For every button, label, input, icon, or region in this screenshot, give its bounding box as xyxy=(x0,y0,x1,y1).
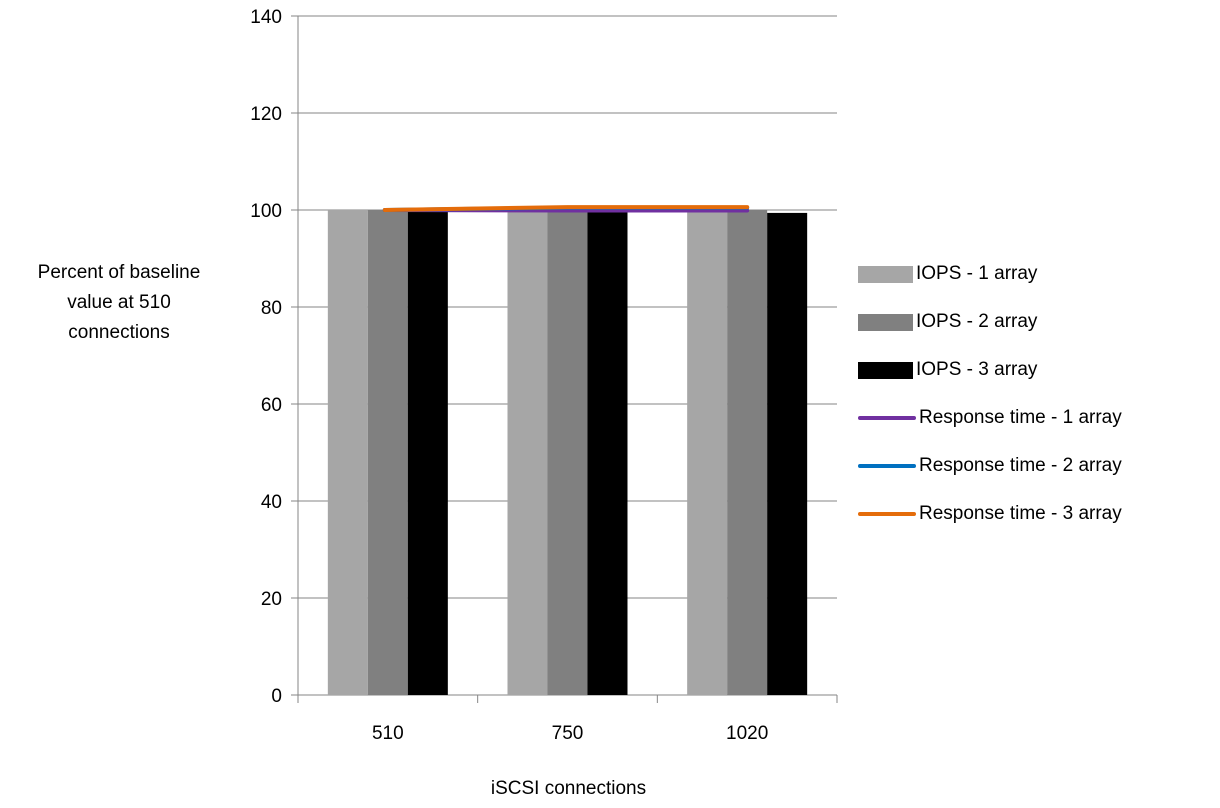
x-tick-label: 750 xyxy=(552,723,584,744)
legend-swatch xyxy=(858,265,913,283)
bar xyxy=(727,210,768,695)
y-tick-label: 120 xyxy=(250,104,282,125)
y-tick-label: 140 xyxy=(250,7,282,28)
legend-swatch xyxy=(858,313,913,331)
bar xyxy=(587,212,628,696)
y-tick-label: 80 xyxy=(261,298,282,319)
bar xyxy=(507,211,548,695)
y-axis-label: Percent of baseline value at 510 connect… xyxy=(37,262,201,343)
y-tick-label: 60 xyxy=(261,395,282,416)
y-tick-label: 100 xyxy=(250,201,282,222)
series-line xyxy=(382,205,750,212)
legend-item: Response time - 1 array xyxy=(858,394,1220,442)
legend-item: IOPS - 1 array xyxy=(858,250,1220,298)
legend-label: IOPS - 1 array xyxy=(916,263,1038,284)
legend-swatch xyxy=(858,416,916,420)
bar xyxy=(367,210,408,695)
legend-item: Response time - 3 array xyxy=(858,490,1220,538)
legend-swatch xyxy=(858,512,916,516)
legend-label: IOPS - 2 array xyxy=(916,311,1038,332)
legend-label: IOPS - 3 array xyxy=(916,359,1038,380)
x-tick-label: 510 xyxy=(372,723,404,744)
legend-label: Response time - 1 array xyxy=(919,407,1122,428)
bar xyxy=(327,210,368,695)
legend-swatch xyxy=(858,464,916,468)
legend-item: Response time - 2 array xyxy=(858,442,1220,490)
legend-label: Response time - 3 array xyxy=(919,503,1122,524)
y-tick-label: 20 xyxy=(261,589,282,610)
bar xyxy=(407,210,448,695)
bar xyxy=(547,210,588,695)
bar xyxy=(767,212,808,695)
legend-item: IOPS - 2 array xyxy=(858,298,1220,346)
y-tick-label: 0 xyxy=(271,686,282,707)
legend: IOPS - 1 array IOPS - 2 array IOPS - 3 arr… xyxy=(858,250,1220,538)
bar xyxy=(687,212,728,696)
x-tick-label: 1020 xyxy=(726,723,768,744)
legend-label: Response time - 2 array xyxy=(919,455,1122,476)
legend-item: IOPS - 3 array xyxy=(858,346,1220,394)
legend-swatch xyxy=(858,361,913,379)
x-axis-label: iSCSI connections xyxy=(490,778,647,799)
y-tick-label: 40 xyxy=(261,492,282,513)
